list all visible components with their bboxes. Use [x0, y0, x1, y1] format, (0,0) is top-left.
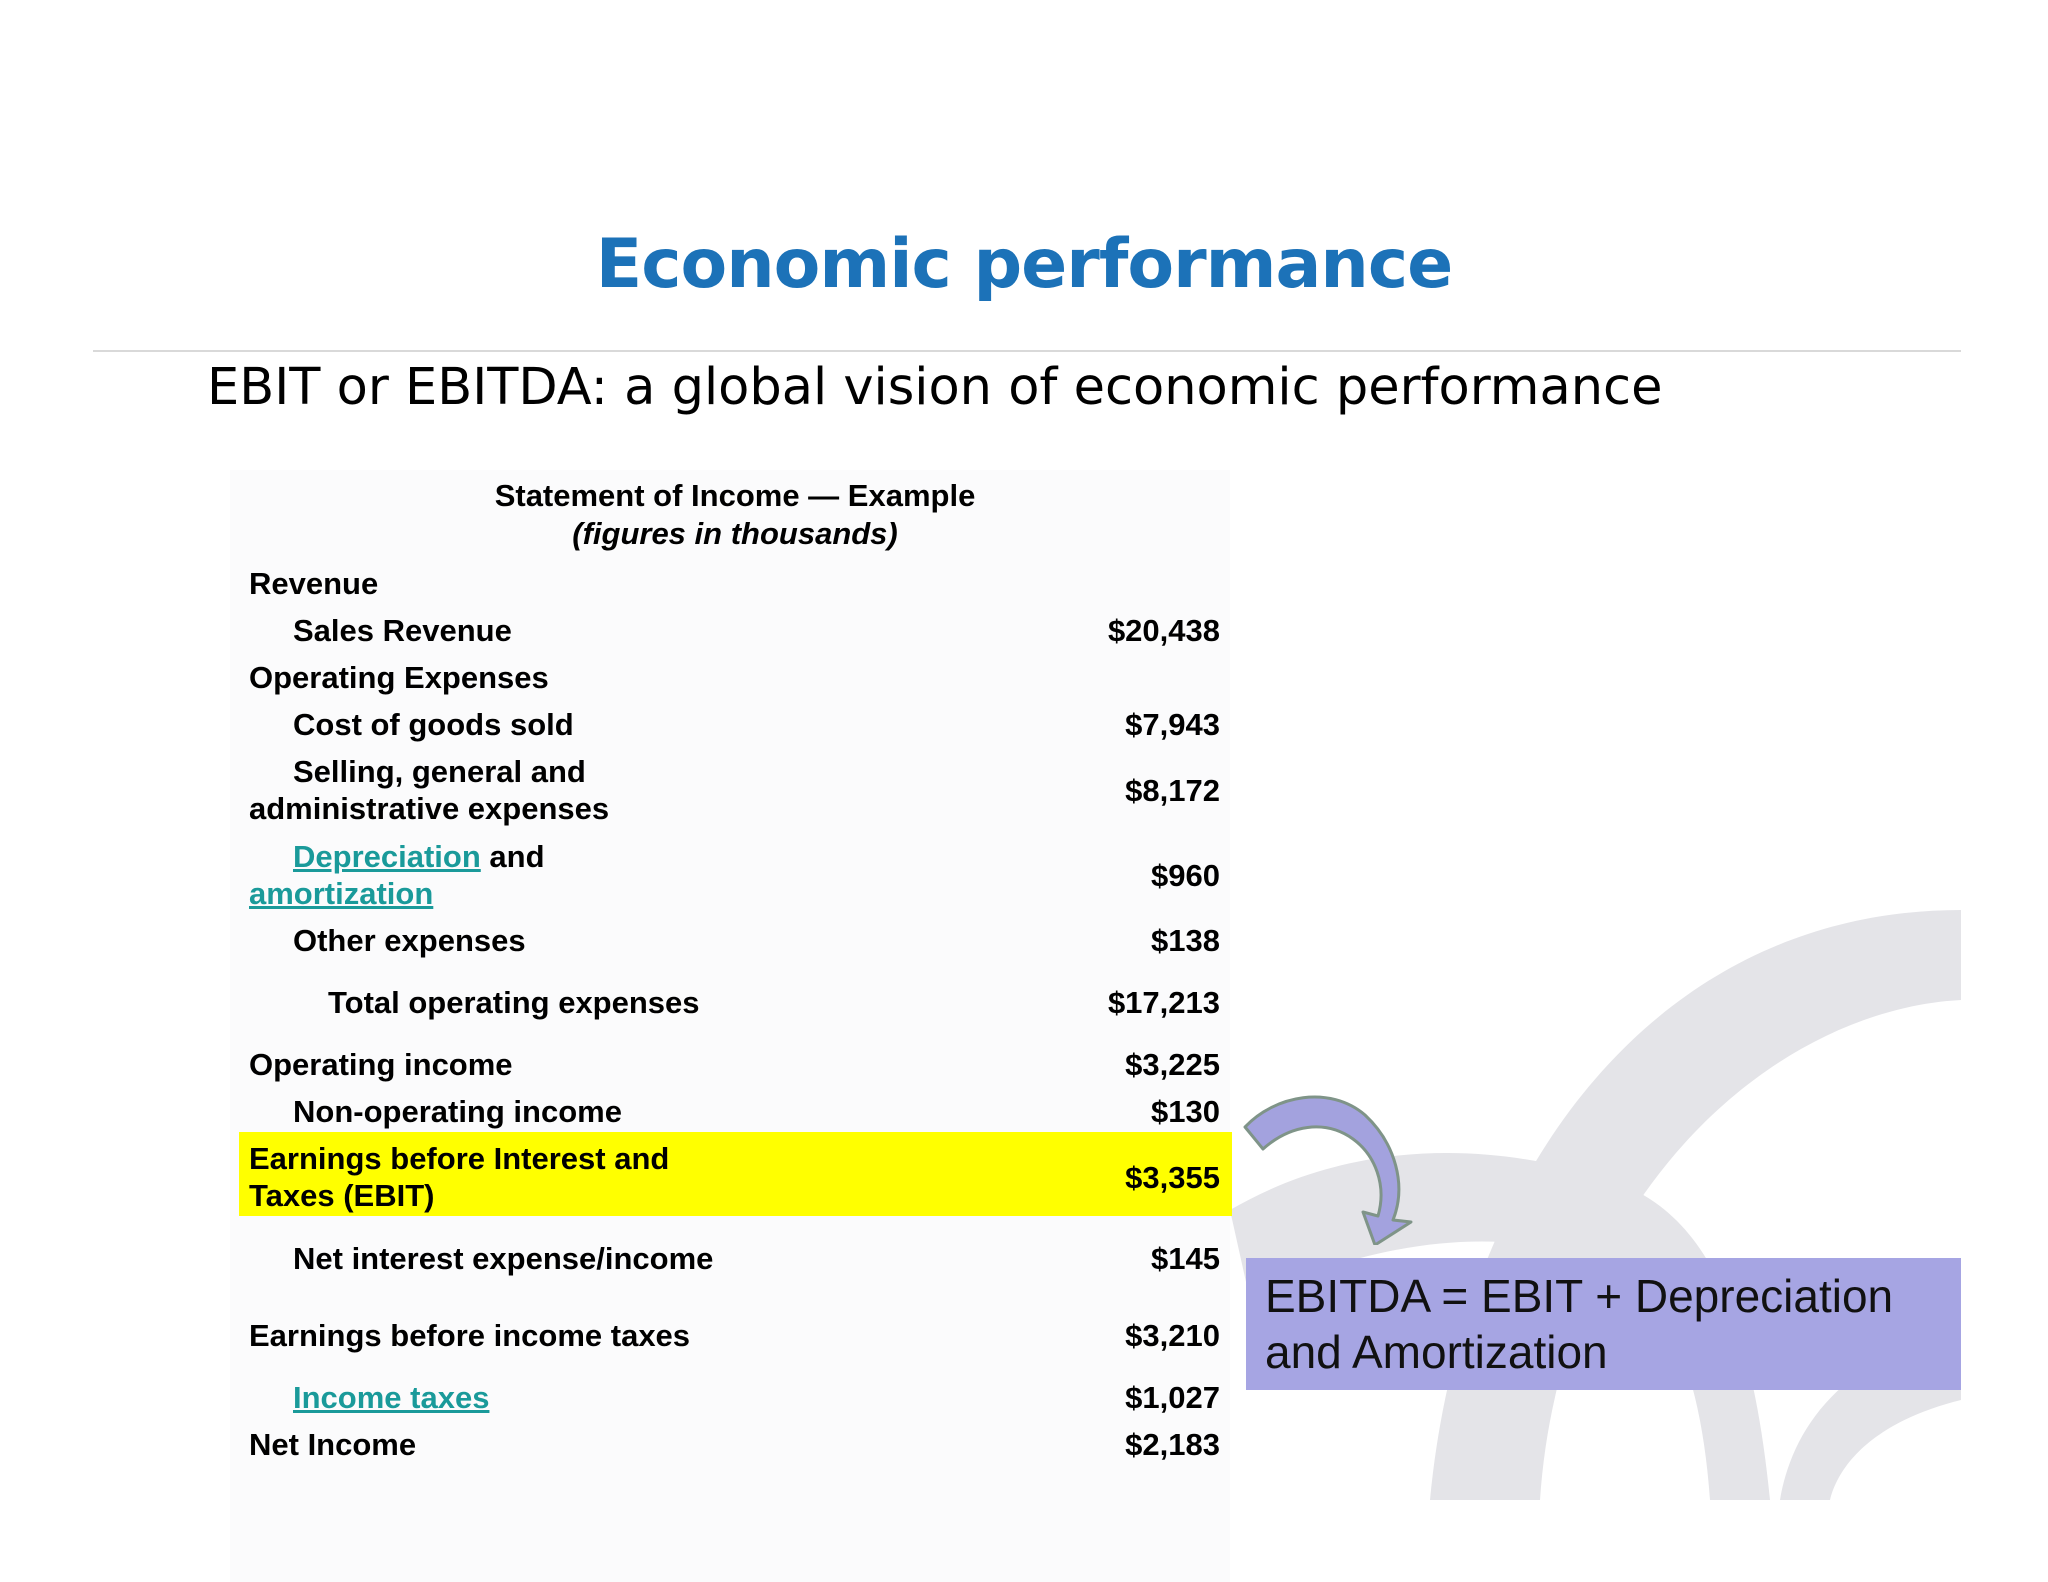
slide-title: Economic performance [595, 225, 1454, 304]
row-label-line1: Depreciation and [293, 838, 545, 875]
title-divider [93, 350, 1961, 352]
row-value: $960 [1151, 858, 1220, 893]
row-label: Non-operating income [293, 1094, 622, 1129]
row-value: $1,027 [1125, 1380, 1220, 1415]
and-text: and [489, 839, 545, 874]
row-label: Revenue [249, 566, 379, 601]
statement-title: Statement of Income — Example [494, 478, 976, 513]
row-value: $8,172 [1125, 773, 1220, 808]
row-label-line2: Taxes (EBIT) [249, 1178, 435, 1213]
row-label: Sales Revenue [293, 613, 512, 648]
slide-subtitle: EBIT or EBITDA: a global vision of econo… [207, 358, 1663, 417]
row-value: $3,210 [1125, 1318, 1220, 1353]
row-label-line2: amortization [249, 875, 433, 912]
row-ebit: Earnings before Interest and Taxes (EBIT… [0, 1140, 1240, 1214]
row-label-line1: Selling, general and [293, 754, 586, 789]
row-label: Total operating expenses [328, 985, 700, 1020]
row-sga: Selling, general and administrative expe… [0, 753, 1240, 827]
row-value: $20,438 [1107, 613, 1220, 648]
row-label: Other expenses [293, 923, 526, 958]
row-value: $2,183 [1125, 1427, 1220, 1462]
amortization-link[interactable]: amortization [249, 876, 434, 911]
row-label: Operating income [249, 1047, 513, 1082]
statement-subtitle: (figures in thousands) [572, 516, 898, 551]
row-label-line2: administrative expenses [249, 791, 610, 826]
row-label-line1: Earnings before Interest and [249, 1141, 670, 1176]
ebitda-callout: EBITDA = EBIT + Depreciation and Amortiz… [1246, 1258, 1961, 1390]
ebit-highlight [239, 1132, 1232, 1216]
row-value: $7,943 [1125, 707, 1220, 742]
row-label: Cost of goods sold [293, 707, 574, 742]
row-value: $138 [1151, 923, 1220, 958]
row-label: Net interest expense/income [293, 1241, 714, 1276]
callout-line2: and Amortization [1265, 1326, 1608, 1378]
row-value: $17,213 [1107, 985, 1220, 1020]
row-label: Net Income [249, 1427, 417, 1462]
row-label: Earnings before income taxes [249, 1318, 691, 1353]
income-taxes-link[interactable]: Income taxes [293, 1380, 490, 1415]
callout-line1: EBITDA = EBIT + Depreciation [1265, 1270, 1894, 1322]
row-label: Operating Expenses [249, 660, 549, 695]
row-value: $145 [1151, 1241, 1220, 1276]
row-value: $3,225 [1125, 1047, 1220, 1082]
row-value: $3,355 [1125, 1160, 1220, 1195]
curved-arrow-icon [1243, 1095, 1413, 1245]
row-depreciation-amortization: Depreciation and amortization $960 [0, 838, 1240, 912]
row-value: $130 [1151, 1094, 1220, 1129]
depreciation-link[interactable]: Depreciation [293, 839, 481, 874]
table-background [230, 470, 1230, 1582]
